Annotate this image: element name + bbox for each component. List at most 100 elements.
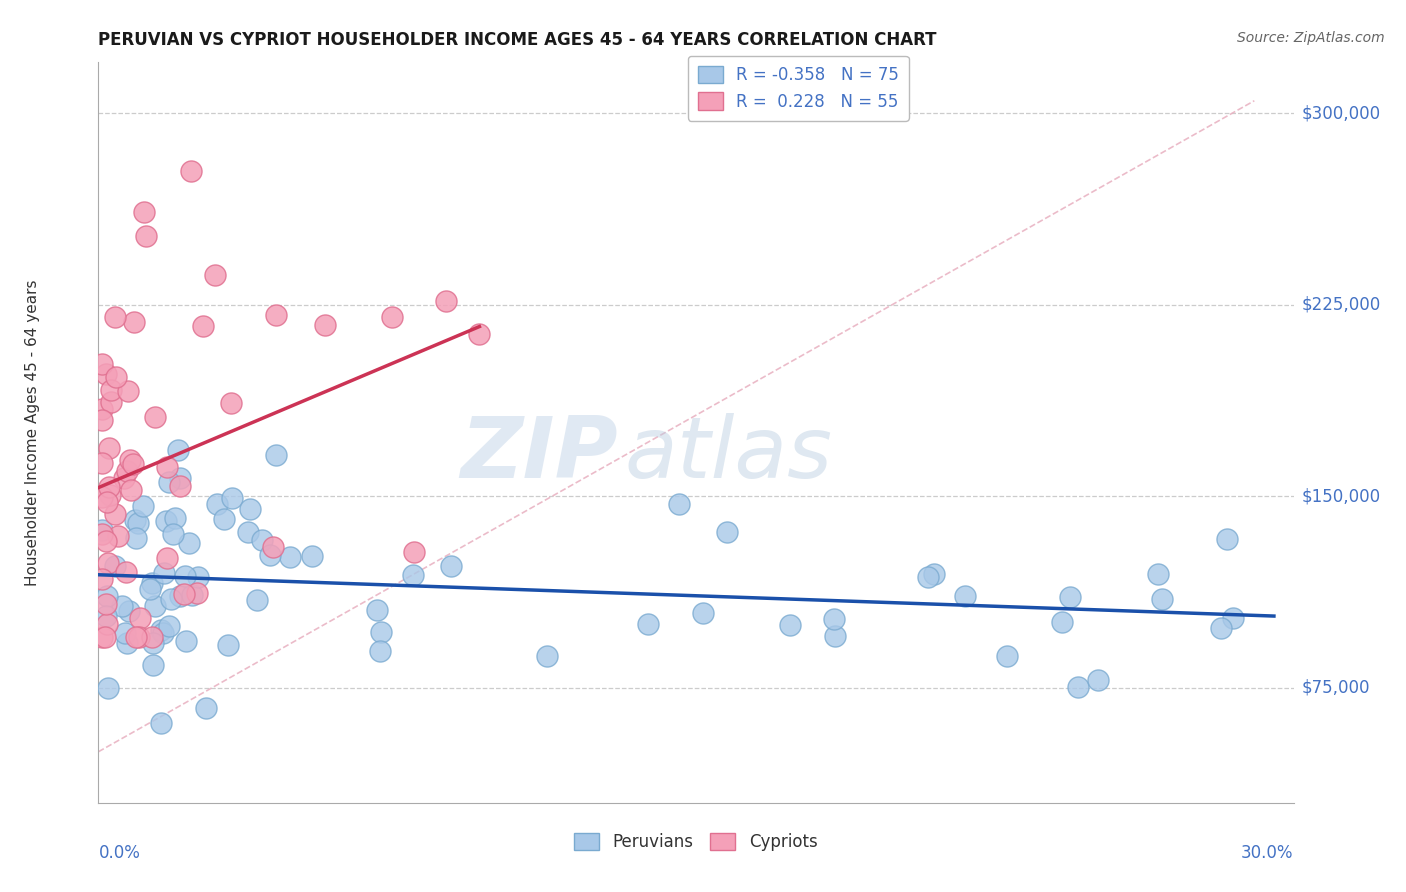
Point	[262, 541, 284, 555]
Point	[91, 583, 114, 598]
Point	[440, 584, 463, 599]
Text: Source: ZipAtlas.com: Source: ZipAtlas.com	[1237, 31, 1385, 45]
Point	[195, 632, 218, 647]
Point	[955, 525, 977, 540]
Point	[91, 456, 114, 470]
Point	[163, 490, 186, 504]
Point	[468, 326, 491, 341]
Point	[104, 508, 127, 522]
Point	[159, 535, 181, 549]
Point	[1050, 694, 1073, 708]
Point	[156, 459, 179, 474]
Point	[236, 616, 259, 631]
Point	[112, 471, 135, 485]
Point	[174, 614, 197, 628]
Point	[314, 318, 336, 333]
Point	[97, 556, 120, 570]
Point	[98, 442, 121, 456]
Point	[157, 615, 180, 629]
Point	[179, 569, 201, 583]
Point	[180, 164, 202, 178]
Point	[668, 559, 690, 574]
Point	[266, 645, 288, 659]
Point	[434, 293, 457, 308]
Point	[995, 656, 1018, 670]
Point	[155, 596, 177, 610]
Point	[142, 571, 165, 585]
Point	[91, 526, 114, 541]
Point	[205, 701, 228, 715]
Text: atlas: atlas	[624, 413, 832, 496]
Point	[150, 518, 173, 533]
Point	[174, 629, 197, 643]
Point	[114, 565, 136, 579]
Point	[128, 630, 150, 644]
Point	[143, 624, 166, 638]
Point	[214, 530, 236, 544]
Point	[824, 628, 846, 642]
Point	[135, 229, 157, 244]
Point	[1087, 574, 1109, 588]
Point	[142, 621, 165, 635]
Point	[120, 483, 142, 497]
Point	[104, 586, 127, 600]
Point	[779, 673, 801, 687]
Point	[264, 308, 287, 322]
Point	[217, 468, 239, 483]
Point	[246, 589, 269, 603]
Point	[402, 545, 425, 559]
Point	[1147, 582, 1170, 597]
Point	[301, 542, 323, 557]
Point	[100, 383, 122, 397]
Point	[111, 583, 134, 598]
Point	[107, 529, 129, 543]
Point	[1067, 627, 1090, 641]
Point	[100, 395, 122, 409]
Point	[278, 615, 301, 629]
Point	[91, 490, 114, 504]
Point	[169, 478, 191, 492]
Point	[637, 531, 659, 545]
Point	[94, 630, 117, 644]
Text: $225,000: $225,000	[1302, 296, 1381, 314]
Point	[716, 749, 738, 764]
Point	[134, 204, 156, 219]
Point	[156, 550, 179, 565]
Point	[125, 462, 148, 476]
Point	[117, 384, 139, 398]
Point	[221, 445, 243, 459]
Point	[922, 587, 945, 601]
Point	[91, 412, 114, 426]
Point	[98, 480, 121, 494]
Point	[122, 315, 145, 329]
Point	[91, 572, 114, 586]
Point	[128, 611, 150, 625]
Point	[94, 598, 117, 612]
Point	[143, 410, 166, 425]
Point	[96, 518, 118, 533]
Point	[105, 369, 128, 384]
Point	[402, 674, 425, 689]
Point	[91, 358, 114, 372]
Point	[138, 618, 160, 632]
Point	[370, 510, 392, 524]
Point	[96, 617, 118, 632]
Point	[193, 318, 215, 333]
Point	[121, 457, 143, 471]
Text: $300,000: $300,000	[1302, 104, 1381, 122]
Point	[96, 534, 118, 549]
Point	[118, 541, 141, 555]
Point	[94, 368, 117, 382]
Point	[824, 605, 846, 619]
Point	[125, 630, 148, 644]
Point	[132, 550, 155, 565]
Point	[917, 626, 939, 640]
Point	[150, 533, 173, 547]
Point	[366, 541, 388, 556]
Point	[186, 585, 208, 599]
Legend: Peruvians, Cypriots: Peruvians, Cypriots	[568, 826, 824, 857]
Text: Householder Income Ages 45 - 64 years: Householder Income Ages 45 - 64 years	[25, 279, 41, 586]
Text: ZIP: ZIP	[461, 413, 619, 496]
Point	[157, 508, 180, 523]
Point	[127, 632, 149, 647]
